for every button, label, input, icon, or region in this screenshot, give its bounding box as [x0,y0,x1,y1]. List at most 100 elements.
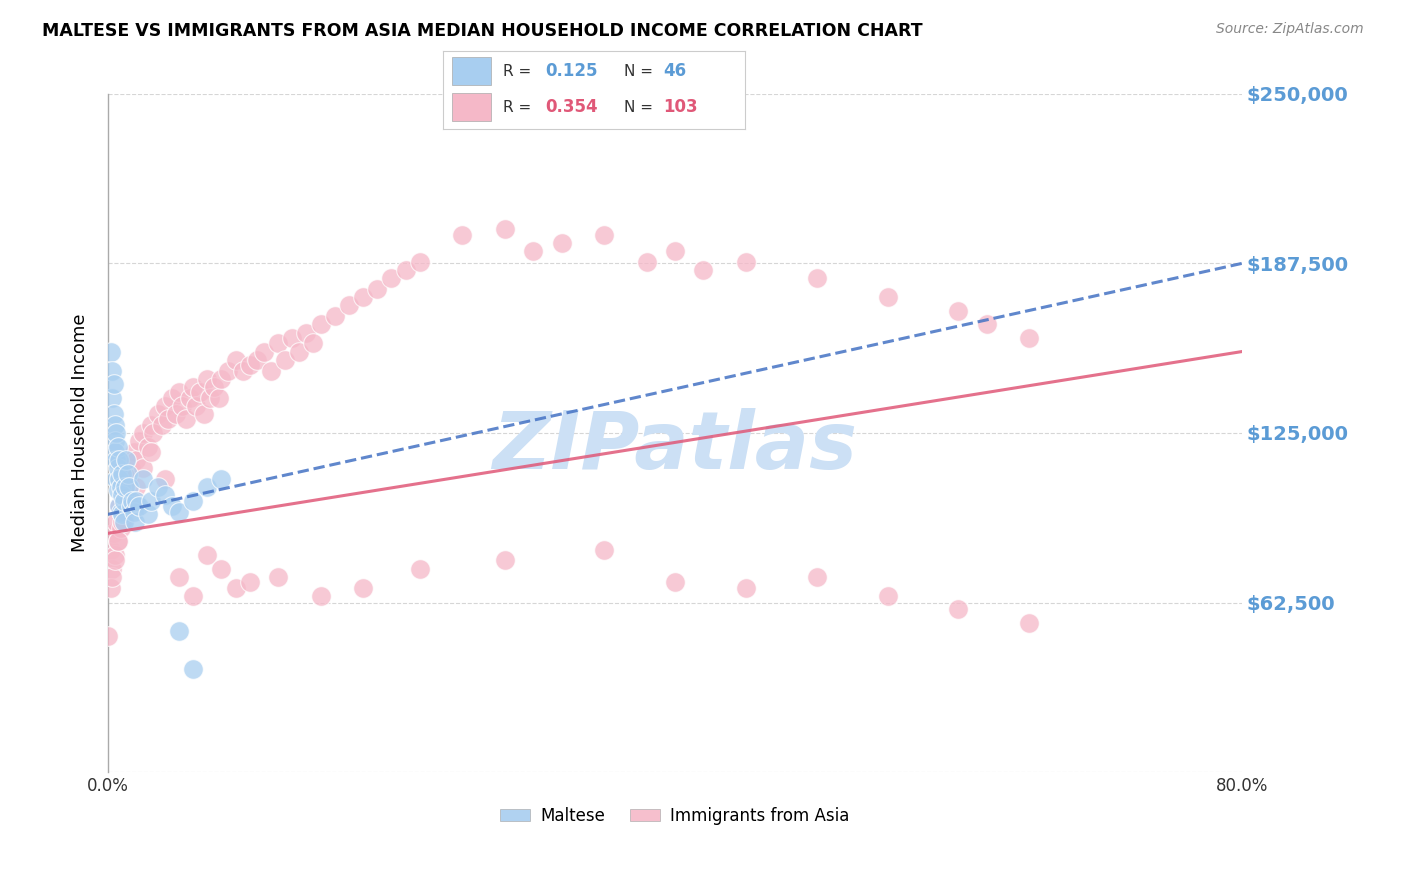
Point [107,461,129,475]
Point [181,589,204,603]
Point [117,467,139,481]
Point [1018,331,1040,345]
Point [118,480,141,494]
Point [114,480,136,494]
Point [260,363,283,377]
Point [522,244,544,259]
Y-axis label: Median Household Income: Median Household Income [72,314,89,552]
Point [664,575,686,590]
Point [239,358,262,372]
Point [165,407,187,421]
Point [267,336,290,351]
Point [108,499,131,513]
Point [114,480,136,494]
Text: MALTESE VS IMMIGRANTS FROM ASIA MEDIAN HOUSEHOLD INCOME CORRELATION CHART: MALTESE VS IMMIGRANTS FROM ASIA MEDIAN H… [42,22,922,40]
Point [179,391,201,405]
Point [1018,615,1040,630]
Point [156,412,179,426]
Point [150,417,173,432]
Point [111,488,134,502]
Point [153,399,176,413]
Point [132,425,155,440]
Point [948,602,970,616]
Point [451,227,474,242]
Text: R =: R = [503,63,537,78]
Point [302,336,325,351]
Point [120,499,142,513]
Point [132,461,155,475]
Point [274,352,297,367]
Point [160,499,183,513]
Point [876,290,898,304]
Point [108,499,131,513]
Point [139,493,162,508]
Point [110,505,132,519]
Legend: Maltese, Immigrants from Asia: Maltese, Immigrants from Asia [494,800,856,831]
Point [107,534,129,549]
Point [104,553,127,567]
Point [188,385,211,400]
Point [174,412,197,426]
Bar [451,94,491,121]
Point [193,407,215,421]
Point [146,480,169,494]
Point [101,391,124,405]
Text: 103: 103 [664,98,699,116]
Point [876,589,898,603]
Point [104,548,127,562]
Point [281,331,304,345]
Point [734,581,756,595]
Point [112,493,135,508]
Point [948,304,970,318]
Point [111,516,134,530]
Point [101,570,124,584]
Point [976,318,998,332]
Point [101,363,124,377]
Point [118,472,141,486]
Point [181,493,204,508]
Point [295,326,318,340]
Point [132,472,155,486]
Point [184,399,207,413]
Point [195,480,218,494]
Point [253,344,276,359]
Point [167,385,190,400]
Point [103,526,125,541]
Point [239,575,262,590]
Point [125,493,148,508]
Point [124,516,146,530]
Point [128,434,150,448]
Point [105,425,128,440]
Point [494,222,516,236]
Point [195,548,218,562]
Text: R =: R = [503,100,537,115]
Point [142,425,165,440]
Point [128,499,150,513]
Point [122,445,145,459]
Point [366,282,388,296]
Point [118,493,141,508]
Bar [451,57,491,86]
Point [105,453,128,467]
Point [394,263,416,277]
Point [734,255,756,269]
Point [108,453,131,467]
Point [167,624,190,638]
Point [103,377,125,392]
Point [103,407,125,421]
Point [110,480,132,494]
Point [198,391,221,405]
Point [181,662,204,676]
Point [380,271,402,285]
Point [636,255,658,269]
Point [409,255,432,269]
Point [288,344,311,359]
Point [97,629,120,643]
Point [217,363,239,377]
Point [104,445,127,459]
Point [105,472,128,486]
Point [593,227,616,242]
Point [309,589,332,603]
Point [202,380,225,394]
Point [121,493,143,508]
